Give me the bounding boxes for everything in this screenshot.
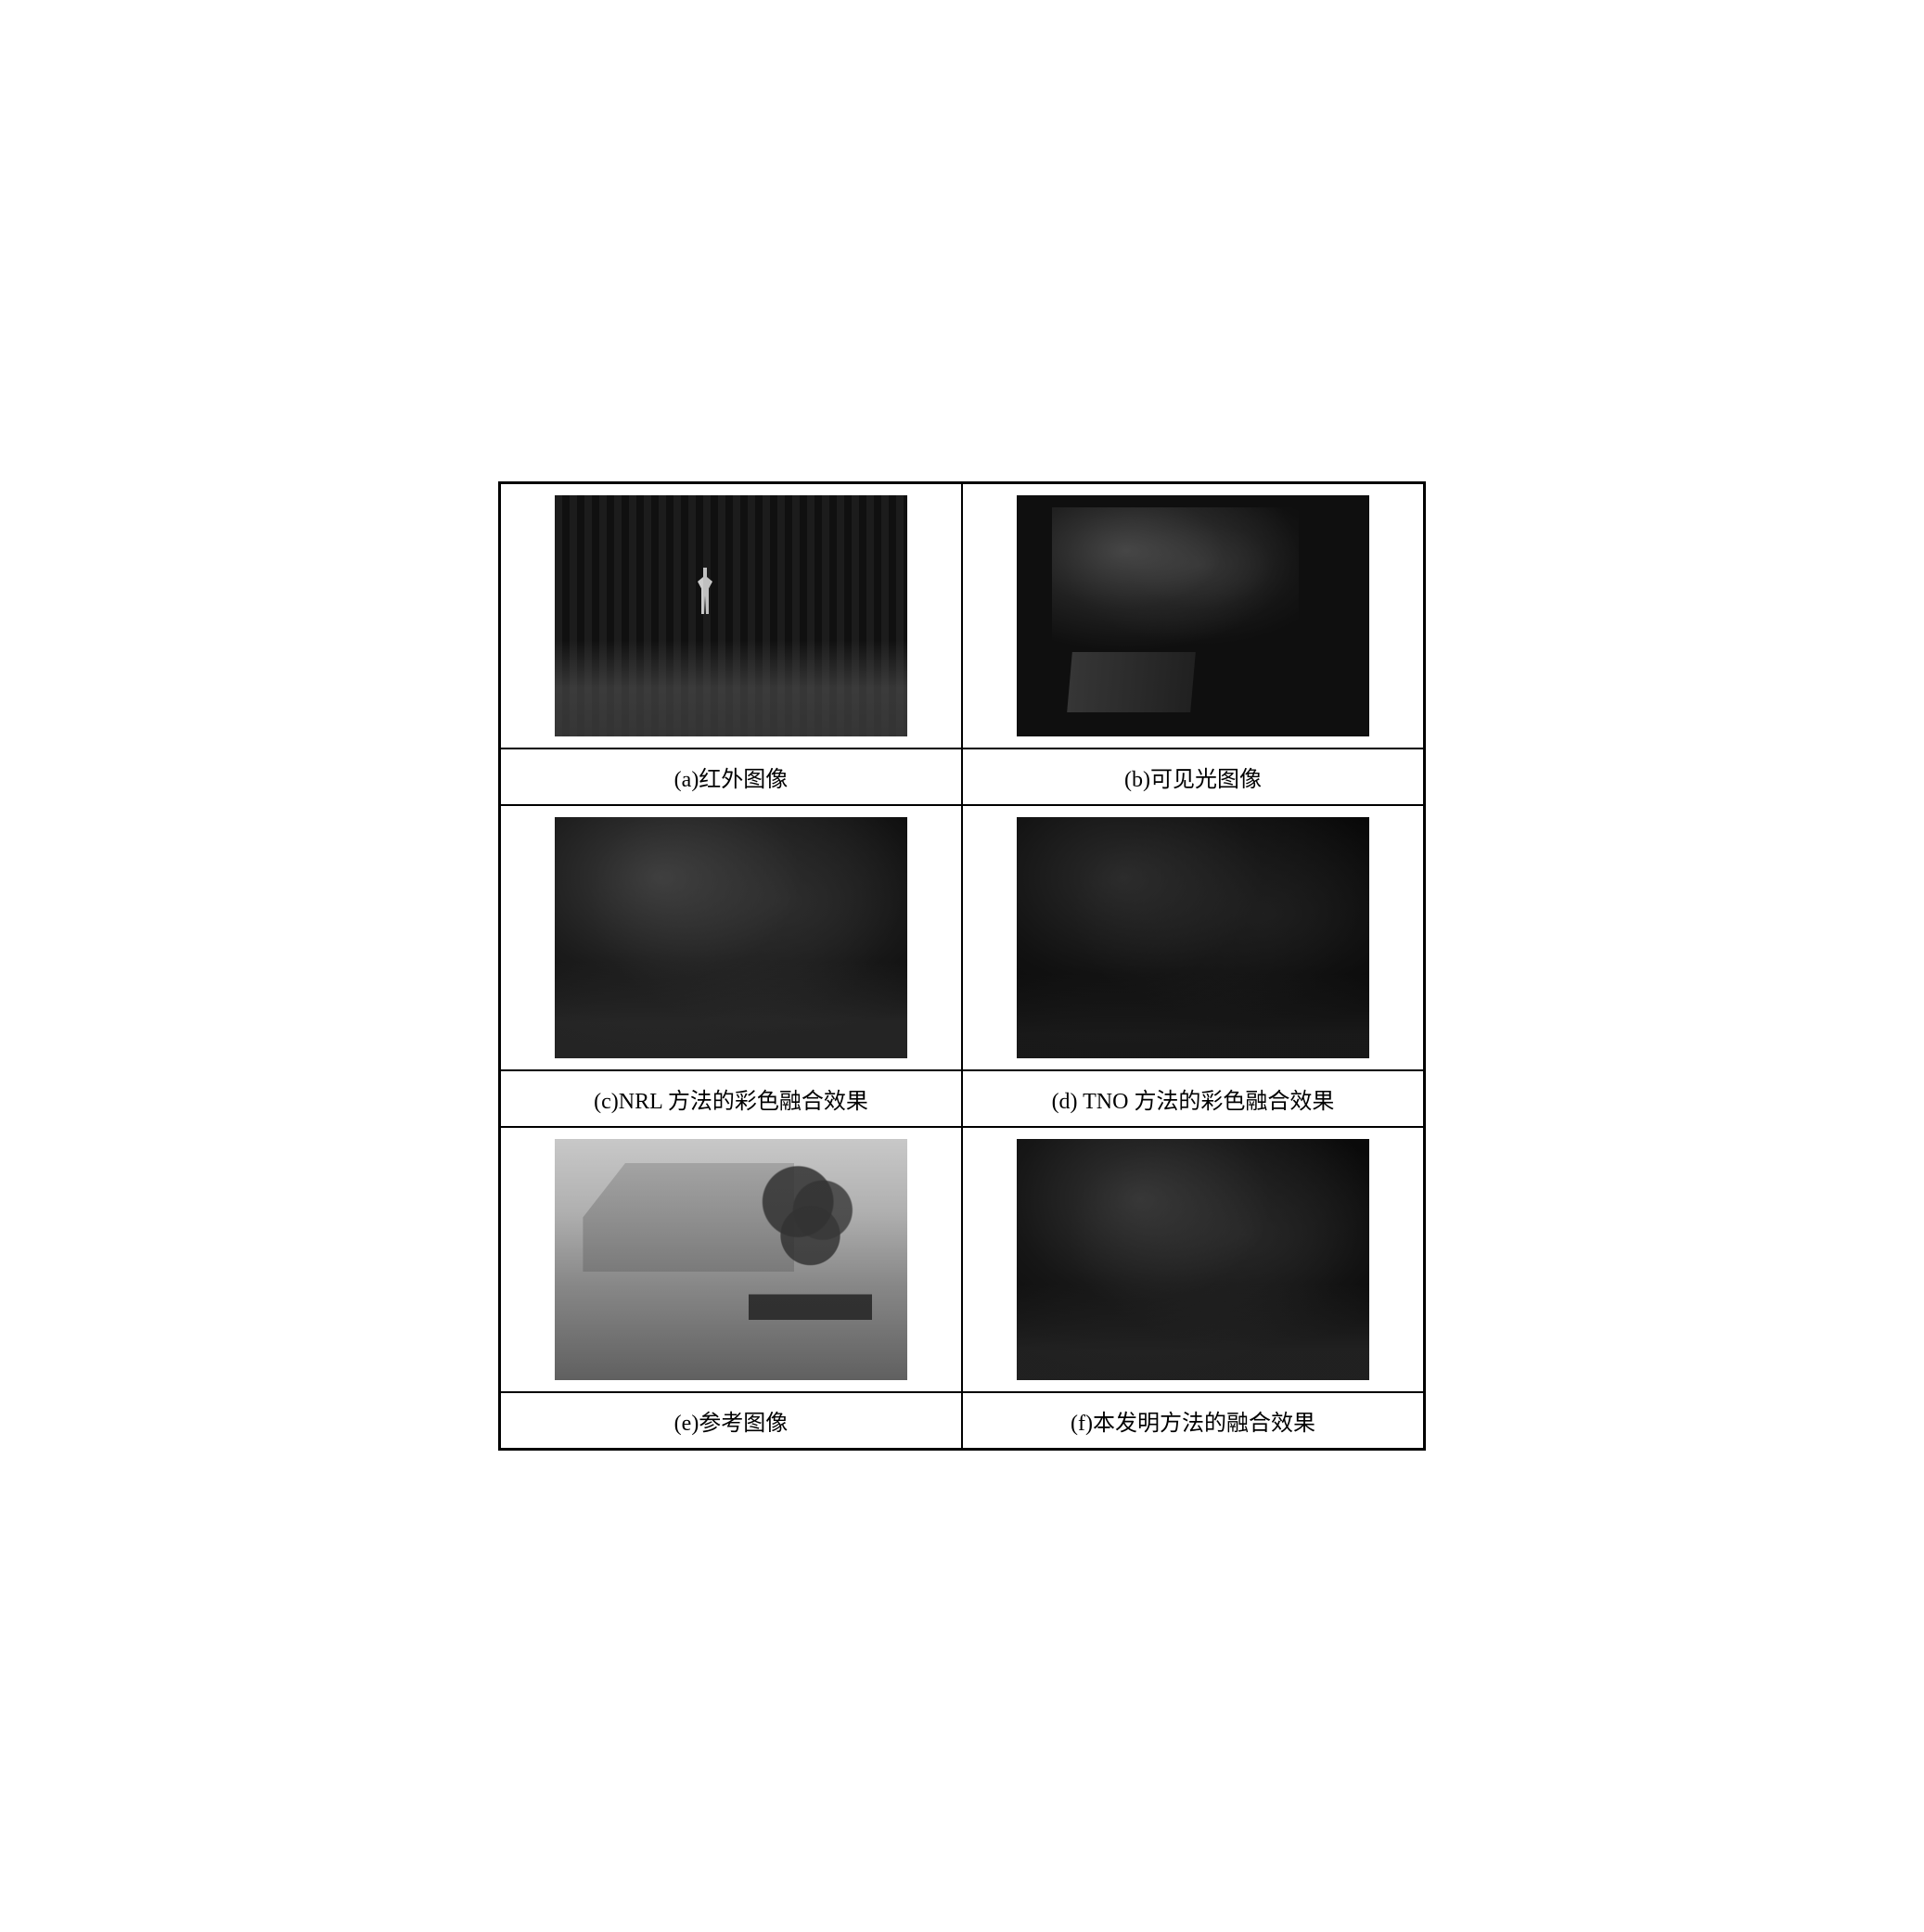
caption-a-cell: (a)红外图像: [500, 748, 962, 805]
caption-a: (a)红外图像: [674, 761, 789, 793]
figure-comparison-grid: (a)红外图像 (b)可见光图像 (c)NRL 方法的彩色融合效果 (d) TN…: [498, 481, 1426, 1451]
panel-d-cell: [962, 805, 1424, 1070]
caption-b-cell: (b)可见光图像: [962, 748, 1424, 805]
caption-f: (f)本发明方法的融合效果: [1071, 1404, 1315, 1437]
caption-c-cell: (c)NRL 方法的彩色融合效果: [500, 1070, 962, 1127]
caption-d: (d) TNO 方法的彩色融合效果: [1052, 1082, 1335, 1115]
caption-d-cell: (d) TNO 方法的彩色融合效果: [962, 1070, 1424, 1127]
panel-b-cell: [962, 483, 1424, 748]
panel-e-cell: [500, 1127, 962, 1392]
panel-a-cell: [500, 483, 962, 748]
panel-d-image-tno: [1017, 817, 1369, 1058]
panel-b-image-visible: [1017, 495, 1369, 736]
caption-b: (b)可见光图像: [1124, 761, 1262, 793]
caption-e: (e)参考图像: [674, 1404, 789, 1437]
caption-f-cell: (f)本发明方法的融合效果: [962, 1392, 1424, 1449]
panel-f-cell: [962, 1127, 1424, 1392]
panel-a-image-infrared: [555, 495, 907, 736]
panel-f-image-ours: [1017, 1139, 1369, 1380]
caption-c: (c)NRL 方法的彩色融合效果: [594, 1082, 868, 1115]
panel-c-image-nrl: [555, 817, 907, 1058]
panel-e-image-reference: [555, 1139, 907, 1380]
caption-e-cell: (e)参考图像: [500, 1392, 962, 1449]
panel-c-cell: [500, 805, 962, 1070]
